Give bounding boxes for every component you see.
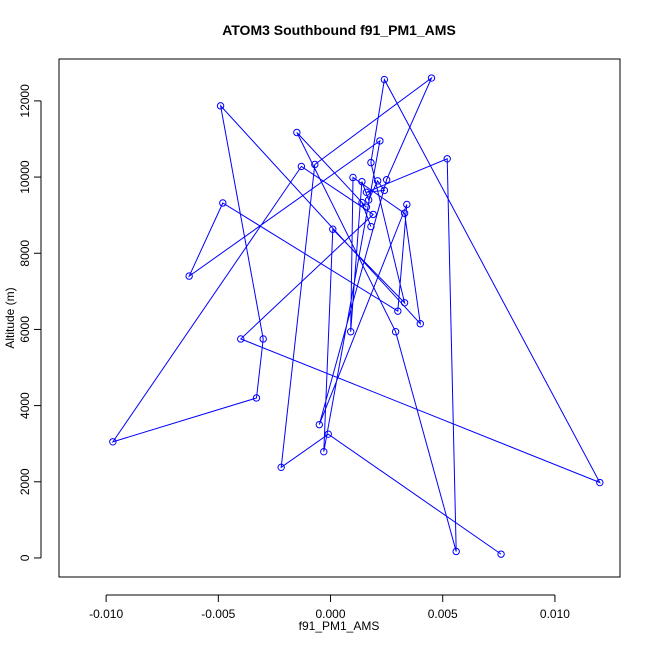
data-point [320, 447, 328, 456]
data-point [380, 75, 389, 84]
data-point [315, 420, 324, 429]
data-point [324, 430, 332, 438]
data-point [364, 196, 373, 204]
y-tick-label: 8000 [18, 240, 32, 267]
data-point [358, 177, 366, 186]
x-tick-label: 0.005 [428, 607, 458, 621]
y-tick-label: 4000 [18, 392, 32, 419]
y-tick-label: 2000 [18, 468, 32, 495]
y-axis: 0 2000 4000 6000 8000 10000 12000 [18, 84, 42, 561]
data-point [596, 478, 604, 487]
data-point [367, 222, 375, 231]
data-point [293, 128, 301, 137]
plot-area-frame [58, 58, 621, 578]
x-tick-label: -0.005 [201, 607, 235, 621]
y-tick-label: 0 [18, 554, 32, 561]
y-tick-label: 10000 [18, 160, 32, 194]
data-point [347, 328, 355, 336]
data-point [452, 547, 460, 556]
data-point [277, 463, 285, 472]
data-point [391, 328, 400, 336]
data-point [358, 198, 366, 207]
data-point [329, 225, 337, 233]
data-point [373, 177, 382, 185]
x-tick-label: -0.010 [89, 607, 123, 621]
chart-title: ATOM3 Southbound f91_PM1_AMS [222, 22, 456, 38]
x-tick-label: 0.010 [540, 607, 570, 621]
x-tick-label: 0.000 [316, 607, 346, 621]
data-point [185, 272, 193, 280]
y-tick-label: 6000 [18, 316, 32, 343]
data-point [400, 299, 409, 307]
data-point [311, 160, 319, 169]
data-point [382, 176, 391, 184]
data-point [427, 74, 436, 82]
data-point [219, 199, 227, 207]
data-point [403, 200, 411, 209]
data-point [369, 210, 377, 219]
data-point [443, 155, 451, 163]
data-point [362, 188, 371, 197]
data-point [400, 209, 409, 217]
series-line [111, 76, 601, 555]
data-point [109, 438, 117, 446]
data-point [216, 102, 225, 110]
data-point [297, 162, 306, 171]
data-point [362, 203, 371, 211]
y-tick-label: 12000 [18, 84, 32, 118]
data-point [376, 137, 384, 145]
data-point [416, 320, 424, 328]
data-point [259, 335, 267, 343]
data-point [252, 394, 261, 402]
data-point [237, 335, 245, 343]
series-layer [109, 74, 604, 558]
data-point [367, 158, 375, 167]
x-axis-label: f91_PM1_AMS [299, 619, 380, 633]
x-axis: -0.010 -0.005 0.000 0.005 0.010 [89, 594, 570, 621]
y-axis-label: Altitude (m) [3, 287, 17, 348]
data-point [497, 550, 505, 558]
data-point [394, 307, 402, 315]
data-point [380, 186, 389, 195]
data-point [349, 173, 357, 182]
